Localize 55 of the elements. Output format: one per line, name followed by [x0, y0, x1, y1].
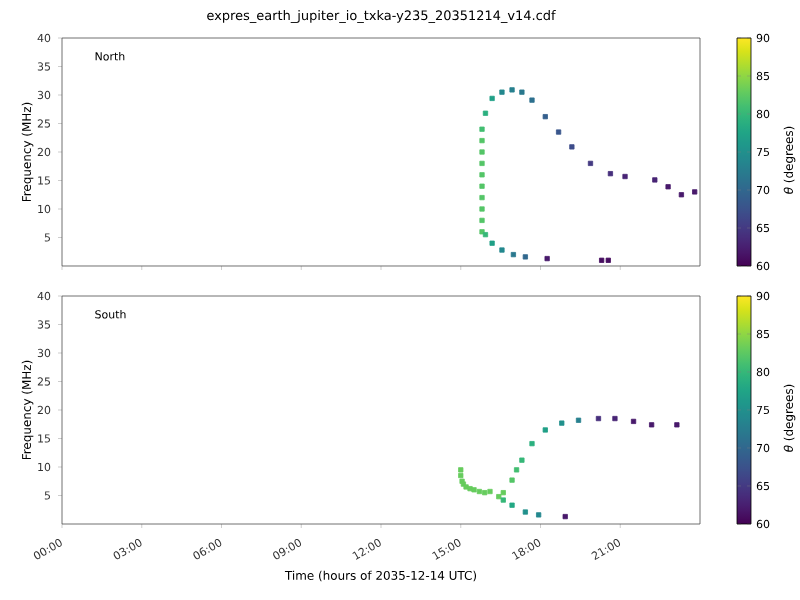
point — [612, 415, 618, 422]
point — [458, 472, 464, 479]
point — [479, 126, 485, 132]
point — [544, 255, 550, 262]
point — [479, 149, 485, 155]
point — [479, 172, 485, 178]
point — [479, 195, 485, 201]
point — [499, 89, 505, 95]
point — [536, 512, 542, 518]
point — [509, 477, 515, 483]
point — [674, 422, 680, 428]
point — [467, 486, 473, 492]
point — [562, 513, 568, 520]
point — [529, 441, 535, 447]
point — [522, 509, 528, 515]
point — [509, 502, 515, 508]
point — [622, 173, 628, 180]
point — [510, 252, 516, 258]
point — [599, 257, 605, 263]
point — [489, 95, 495, 102]
point — [652, 177, 658, 183]
point — [542, 114, 548, 120]
point — [479, 217, 485, 223]
point — [471, 487, 477, 493]
point — [482, 110, 489, 116]
point — [482, 490, 488, 496]
point — [479, 206, 485, 212]
point — [522, 254, 528, 260]
point — [607, 171, 614, 177]
point — [489, 240, 495, 246]
point — [630, 418, 637, 424]
point — [575, 417, 582, 423]
point — [649, 422, 655, 428]
point — [519, 457, 525, 463]
point — [529, 97, 535, 103]
point — [542, 427, 548, 433]
point — [555, 129, 562, 135]
point — [458, 467, 464, 473]
point — [487, 488, 493, 495]
point — [587, 160, 594, 166]
point — [479, 138, 485, 144]
point — [569, 144, 575, 150]
point — [479, 160, 485, 166]
point — [605, 257, 611, 263]
point — [519, 89, 525, 95]
point — [665, 184, 671, 190]
point — [513, 467, 520, 473]
point — [479, 183, 485, 189]
point — [499, 247, 505, 253]
point — [595, 415, 602, 422]
point — [476, 488, 482, 495]
point — [692, 189, 698, 195]
point — [678, 192, 684, 198]
point — [559, 420, 565, 426]
point — [509, 87, 515, 93]
